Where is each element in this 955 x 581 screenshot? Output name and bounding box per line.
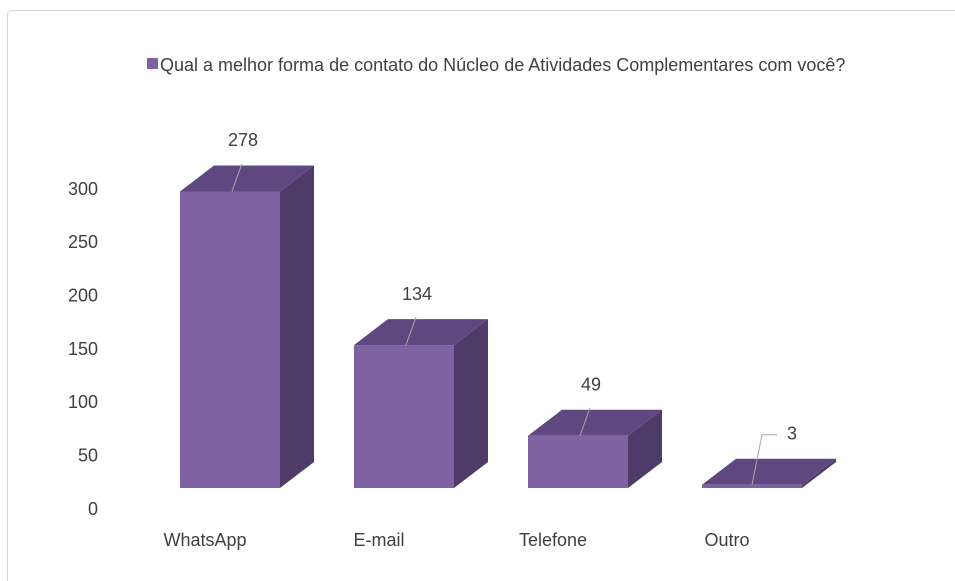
data-label: 278 <box>228 130 258 150</box>
chart-border <box>7 10 955 581</box>
bar-front <box>528 435 628 488</box>
data-label: 134 <box>402 284 432 304</box>
x-tick-label: E-mail <box>353 530 404 550</box>
y-tick-label: 200 <box>68 285 98 305</box>
y-tick-label: 250 <box>68 232 98 252</box>
leader-line <box>405 316 417 346</box>
bar-front <box>180 191 280 488</box>
y-tick-label: 0 <box>88 499 98 519</box>
leader-line <box>751 434 777 485</box>
y-tick-label: 150 <box>68 339 98 359</box>
bar-top <box>702 458 836 485</box>
bar-side <box>280 165 314 488</box>
x-tick-label: Outro <box>704 530 749 550</box>
bar <box>180 165 314 488</box>
x-tick-label: Telefone <box>519 530 587 550</box>
data-label: 3 <box>787 424 797 444</box>
bar-side <box>454 319 488 488</box>
y-tick-label: 300 <box>68 179 98 199</box>
leader-line <box>579 407 591 436</box>
bar <box>528 409 662 488</box>
bar-top <box>528 409 662 436</box>
bar-front <box>354 345 454 488</box>
x-tick-label: WhatsApp <box>163 530 246 550</box>
y-tick-label: 50 <box>78 445 98 465</box>
bar <box>702 458 836 488</box>
y-tick-label: 100 <box>68 392 98 412</box>
bar-top <box>354 319 488 346</box>
bar <box>354 319 488 488</box>
leader-line <box>231 163 243 192</box>
legend-marker <box>147 58 158 69</box>
legend-label: Qual a melhor forma de contato do Núcleo… <box>160 55 846 75</box>
bar-top <box>180 165 314 192</box>
bar-front <box>702 484 802 488</box>
bar-side <box>628 409 662 488</box>
bar-side <box>802 458 836 488</box>
data-label: 49 <box>581 374 601 394</box>
